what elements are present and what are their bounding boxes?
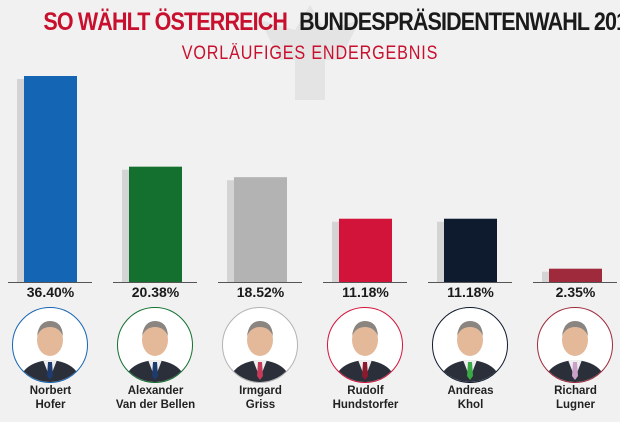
- candidate-portrait: [327, 307, 403, 383]
- chart-subtitle: VORLÄUFIGES ENDERGEBNIS: [181, 43, 439, 64]
- first-name: Richard: [554, 385, 597, 397]
- candidate-name: Andreas Khol: [418, 384, 523, 412]
- bar-2: [129, 166, 182, 282]
- first-name: Alexander: [127, 385, 184, 397]
- person-icon: [124, 321, 186, 382]
- bar-5: [444, 218, 497, 282]
- bar-1: [24, 76, 77, 282]
- candidate-portrait: [432, 307, 508, 383]
- bar-chart: [8, 76, 617, 283]
- bar-6: [549, 268, 602, 282]
- first-name: Andreas: [447, 385, 494, 397]
- value-label: 2.35%: [555, 284, 596, 300]
- bar-shadow: [227, 180, 234, 282]
- candidate-portrait: [117, 307, 193, 383]
- value-label: 20.38%: [131, 284, 180, 300]
- coat-of-arms-watermark: [260, 5, 360, 100]
- last-name: Lugner: [556, 399, 595, 411]
- bar-3: [234, 177, 287, 282]
- bar-4: [339, 218, 392, 282]
- value-label: 11.18%: [447, 284, 494, 300]
- person-icon: [229, 321, 291, 382]
- first-name: Norbert: [29, 385, 72, 397]
- value-label: 11.18%: [342, 284, 389, 300]
- first-name: Rudolf: [347, 385, 384, 397]
- value-label: 18.52%: [236, 284, 285, 300]
- candidate-name: Alexander Van der Bellen: [103, 384, 208, 412]
- bar-shadow: [542, 271, 549, 282]
- value-label: 36.40%: [26, 284, 75, 300]
- bar-shadow: [122, 169, 129, 282]
- person-icon: [19, 321, 81, 382]
- candidate-portrait: [222, 307, 298, 383]
- last-name: Khol: [457, 399, 484, 411]
- person-icon: [544, 321, 606, 382]
- candidate-portrait: [537, 307, 613, 383]
- last-name: Hundstorfer: [332, 399, 399, 411]
- last-name: Griss: [245, 399, 276, 411]
- bar-shadow: [332, 221, 339, 282]
- chart-title: SO WÄHLT ÖSTERREICH BUNDESPRÄSIDENTENWAHL…: [43, 8, 620, 37]
- candidate-portrait: [12, 307, 88, 383]
- bar-shadow: [17, 79, 24, 282]
- person-icon: [334, 321, 396, 382]
- candidate-name: Norbert Hofer: [0, 384, 103, 412]
- first-name: Irmgard: [239, 385, 282, 397]
- last-name: Hofer: [35, 399, 66, 411]
- candidate-name: Richard Lugner: [523, 384, 620, 412]
- bar-shadow: [437, 221, 444, 282]
- title-left: SO WÄHLT ÖSTERREICH: [43, 8, 288, 36]
- candidate-name: Irmgard Griss: [208, 384, 313, 412]
- person-icon: [439, 321, 501, 382]
- candidate-name: Rudolf Hundstorfer: [313, 384, 418, 412]
- last-name: Van der Bellen: [115, 399, 196, 411]
- title-right: BUNDESPRÄSIDENTENWAHL 2016: [299, 8, 620, 36]
